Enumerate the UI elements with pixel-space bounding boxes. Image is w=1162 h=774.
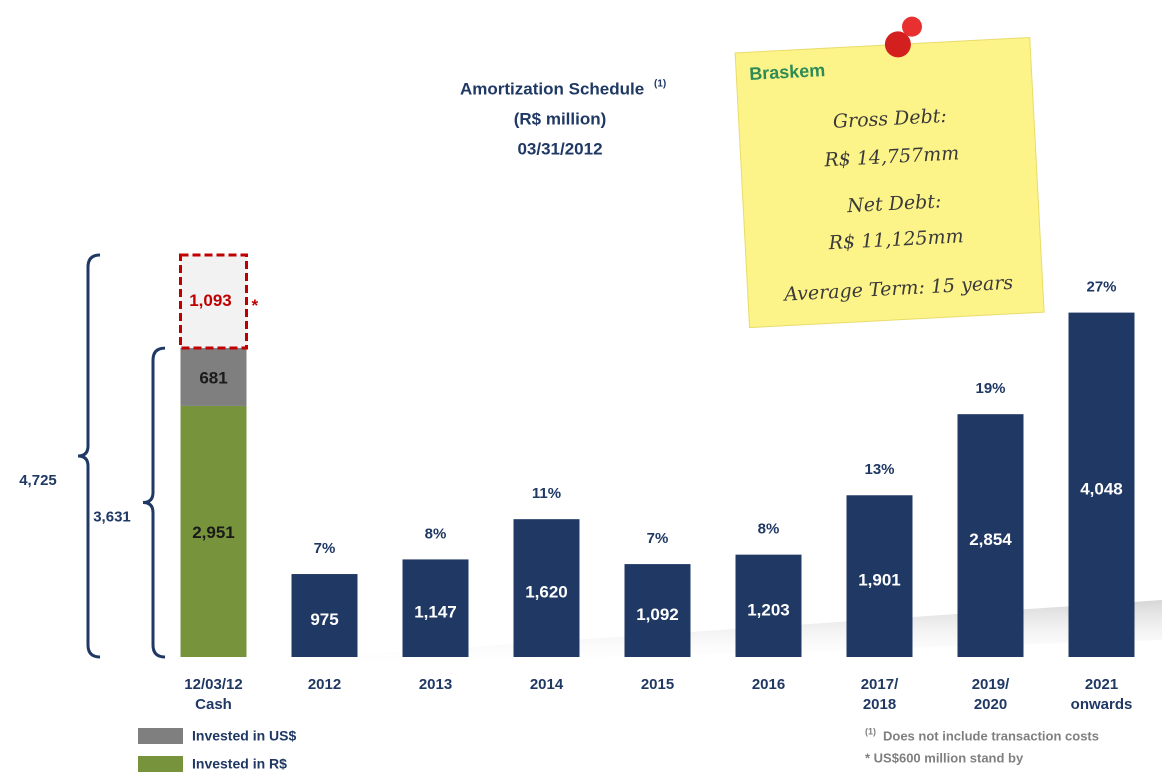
percent-label: 19% [975,380,1005,397]
standby-marker: * [252,296,259,315]
percent-label: 27% [1086,279,1116,296]
value-label: 4,048 [1080,479,1123,498]
value-label: 1,901 [858,571,901,590]
bracket-label: 3,631 [93,509,131,526]
page: {"chart_data": { "type": "bar", "title":… [0,0,1162,774]
legend-label: Invested in R$ [192,756,287,772]
footnote: * US$600 million stand by [865,750,1024,765]
x-tick-label: 2016 [752,676,785,693]
bracket [143,348,165,657]
note-logo: Braskem [749,60,826,84]
percent-label: 13% [864,461,894,478]
chart: Amortization Schedule (1) (R$ million) 0… [0,0,1162,774]
legend-label: Invested in US$ [192,728,296,744]
value-label: 1,147 [414,603,457,622]
date: 03/31/2012 [517,139,602,158]
legend-swatch [138,728,183,744]
value-label: 1,620 [525,583,568,602]
bracket-label: 4,725 [19,472,57,489]
value-label: 1,203 [747,600,790,619]
standby-label: 1,093 [189,291,232,310]
x-tick-label: 2014 [530,676,564,693]
footnote-marker: (1) [865,726,876,736]
x-tick-label: 2019/2020 [972,676,1010,713]
subtitle: (R$ million) [514,109,607,128]
cash-value-label: 681 [199,368,227,387]
x-tick-label: 2015 [641,676,674,693]
percent-label: 7% [647,530,669,547]
value-label: 2,854 [969,530,1012,549]
value-label: 975 [310,610,338,629]
x-tick-label: 2017/2018 [861,676,899,713]
x-tick-label: 2012 [308,676,341,693]
percent-label: 11% [532,485,561,502]
value-label: 1,092 [636,605,679,624]
title-note: (1) [654,79,666,90]
x-tick-label: 2013 [419,676,452,693]
percent-label: 8% [425,525,447,542]
footnote: Does not include transaction costs [883,728,1099,743]
legend-swatch [138,756,183,772]
percent-label: 8% [758,521,780,538]
cash-value-label: 2,951 [192,523,235,542]
chart-title: Amortization Schedule [460,79,644,98]
percent-label: 7% [314,540,336,557]
bracket [78,255,100,657]
